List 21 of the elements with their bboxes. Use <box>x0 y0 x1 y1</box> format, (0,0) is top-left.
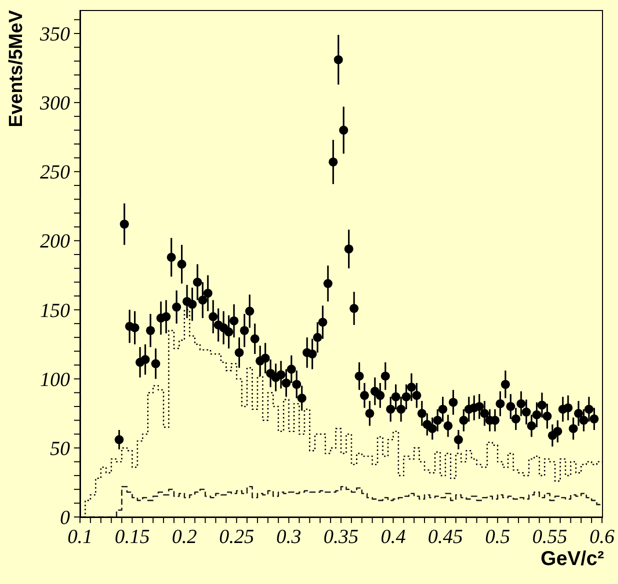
x-tick-label: 0.35 <box>324 526 358 548</box>
x-tick-label: 0.3 <box>276 526 302 548</box>
x-axis-title: GeV/c² <box>540 548 604 571</box>
y-tick-label: 150 <box>40 300 70 322</box>
x-tick-label: 0.1 <box>68 526 92 548</box>
x-tick-label: 0.55 <box>532 526 568 548</box>
y-axis-title: Events/5MeV <box>6 10 28 128</box>
x-tick-label: 0.45 <box>428 526 463 548</box>
y-tick-label: 0 <box>60 507 70 529</box>
y-tick-label: 250 <box>40 162 70 184</box>
x-tick-label: 0.15 <box>114 526 150 548</box>
y-tick-label: 350 <box>39 23 70 46</box>
y-tick-label: 100 <box>40 368 70 391</box>
x-tick-label: 0.5 <box>485 526 510 548</box>
y-tick-label: 50 <box>50 438 70 460</box>
x-tick-label: 0.4 <box>380 526 406 548</box>
y-tick-label: 300 <box>39 92 70 115</box>
x-tick-label: 0.6 <box>590 526 614 548</box>
y-tick-label: 200 <box>40 230 70 253</box>
x-tick-label: 0.2 <box>172 526 197 548</box>
x-tick-label: 0.25 <box>219 526 254 548</box>
